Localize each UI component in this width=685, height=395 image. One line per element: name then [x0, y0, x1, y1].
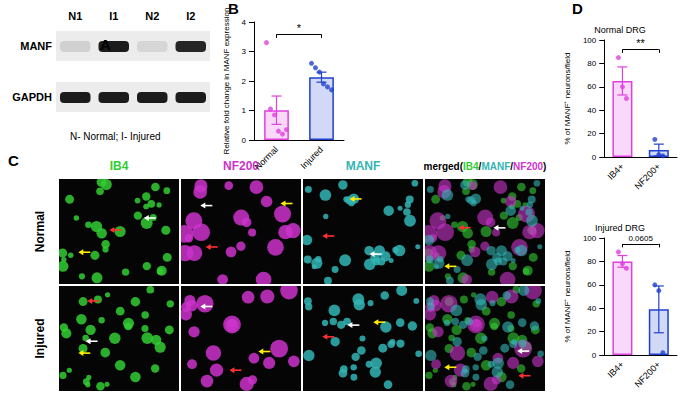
- svg-text:*: *: [297, 22, 302, 34]
- svg-text:20: 20: [587, 327, 596, 336]
- html-text:A: A: [100, 36, 111, 53]
- svg-text:0: 0: [242, 136, 247, 145]
- svg-text:I2: I2: [186, 10, 195, 22]
- svg-text:Normal: Normal: [33, 211, 47, 252]
- svg-text:MANF: MANF: [346, 159, 381, 173]
- svg-text:Injured DRG: Injured DRG: [595, 223, 645, 233]
- svg-text:IB4: IB4: [110, 159, 129, 173]
- svg-text:NF200+: NF200+: [632, 359, 662, 389]
- svg-text:3: 3: [242, 47, 247, 56]
- svg-text:Normal DRG: Normal DRG: [594, 25, 646, 35]
- svg-text:% of MANF⁺ neurons/field: % of MANF⁺ neurons/field: [563, 53, 572, 145]
- svg-text:Injured: Injured: [299, 144, 326, 171]
- svg-text:40: 40: [587, 304, 596, 313]
- svg-text:0: 0: [592, 153, 597, 162]
- svg-text:MANF: MANF: [20, 40, 52, 52]
- svg-text:Relative fold change in MANF e: Relative fold change in MANF expression: [222, 8, 231, 155]
- svg-text:0.0605: 0.0605: [628, 234, 653, 243]
- svg-text:merged(IB4/MANF/NF200): merged(IB4/MANF/NF200): [424, 161, 547, 172]
- svg-text:N- Normal; I- Injured: N- Normal; I- Injured: [70, 131, 161, 142]
- svg-text:60: 60: [587, 82, 596, 91]
- svg-text:80: 80: [587, 257, 596, 266]
- svg-text:**: **: [636, 37, 645, 49]
- svg-text:Normal: Normal: [252, 144, 280, 172]
- html-text:D: D: [572, 0, 583, 17]
- html-text:C: C: [8, 152, 19, 169]
- svg-text:80: 80: [587, 59, 596, 68]
- svg-text:4: 4: [242, 18, 247, 27]
- svg-text:Injured: Injured: [33, 318, 47, 358]
- svg-text:IB4+: IB4+: [606, 161, 626, 181]
- svg-text:60: 60: [587, 280, 596, 289]
- svg-text:100: 100: [583, 234, 597, 243]
- svg-text:2: 2: [242, 77, 247, 86]
- svg-text:N1: N1: [68, 10, 82, 22]
- svg-text:20: 20: [587, 129, 596, 138]
- svg-text:IB4+: IB4+: [606, 359, 626, 379]
- svg-text:% of MANF⁺ neurons/field: % of MANF⁺ neurons/field: [563, 251, 572, 343]
- svg-text:NF200+: NF200+: [632, 161, 662, 191]
- svg-text:NF200: NF200: [223, 159, 259, 173]
- svg-text:N2: N2: [145, 10, 159, 22]
- svg-text:100: 100: [583, 36, 597, 45]
- svg-text:0: 0: [592, 351, 597, 360]
- svg-text:1: 1: [242, 106, 247, 115]
- svg-text:40: 40: [587, 106, 596, 115]
- svg-text:GAPDH: GAPDH: [12, 91, 52, 103]
- svg-text:I1: I1: [109, 10, 118, 22]
- html-text:B: B: [228, 0, 239, 17]
